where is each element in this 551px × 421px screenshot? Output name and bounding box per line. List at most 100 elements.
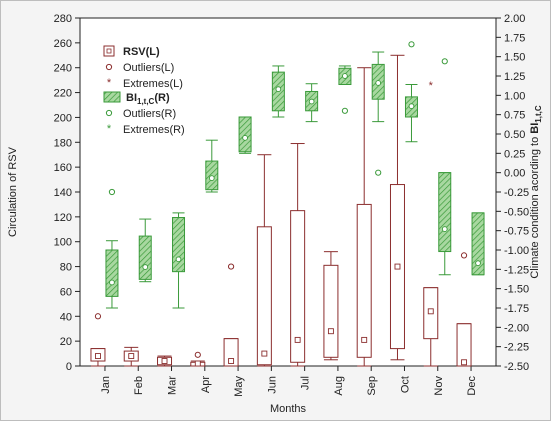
legend-extremes-r-marker: * (107, 123, 112, 135)
x-axis-title: Months (270, 403, 307, 415)
right-tick-label: 2.00 (504, 13, 525, 25)
legend-bi-subscript: 1,t,C (137, 97, 155, 106)
rsv-median-marker (427, 308, 434, 315)
bi-outlier-point (341, 107, 349, 114)
rsv-box (290, 210, 306, 363)
left-axis-title: Circulation of RSV (7, 146, 19, 237)
rsv-box (223, 338, 239, 367)
x-tick-label: Jul (300, 376, 312, 390)
legend-bi-label: BI1,t,C(R) (126, 92, 170, 106)
rsv-median-marker (161, 358, 168, 364)
bi-outlier-point (108, 188, 116, 196)
rsv-median-marker (261, 350, 268, 357)
bi-outlier-point (408, 41, 415, 48)
legend-outliers-r-label: Outliers(R) (123, 108, 176, 120)
bi-median-marker (109, 279, 115, 286)
bi-median-marker (275, 86, 282, 92)
rsv-box (256, 226, 272, 366)
left-tick-label: 20 (60, 336, 72, 348)
legend-outliers-l-marker (105, 63, 113, 71)
rsv-outlier-point (194, 351, 201, 358)
x-tick-label: Oct (399, 376, 411, 393)
right-axis-title: Climate condition acording to BI1,t,C (529, 105, 543, 278)
bi-box (172, 217, 186, 273)
left-tick-label: 100 (54, 237, 72, 249)
bi-median-marker (242, 135, 248, 141)
bi-box (438, 172, 452, 253)
x-tick-label: Sep (366, 376, 378, 396)
right-tick-label: -1.50 (504, 284, 529, 296)
bi-median-marker (375, 80, 382, 86)
rsv-median-marker (228, 358, 235, 364)
legend-extremes-r-label: Extremes(R) (123, 124, 185, 136)
bi-median-marker (208, 175, 215, 181)
legend-outliers-r-marker (105, 109, 113, 117)
bi-median-marker (342, 73, 348, 79)
legend-bi-suffix: (R) (154, 92, 170, 104)
x-tick-label: Jun (266, 376, 278, 394)
x-tick-label: Dec (466, 376, 478, 396)
bi-median-marker (308, 98, 315, 105)
bi-median-marker (175, 256, 182, 263)
left-tick-label: 200 (54, 112, 72, 124)
right-axis: -2.50 -2.25 -2.00 -1.75 -1.50 -1.25 -1.00 -0.75… (496, 13, 529, 373)
rsv-median-marker (95, 353, 101, 360)
right-tick-label: -0.50 (504, 206, 529, 218)
left-axis: 0 20 40 60 80 100 120 140 160 180 200 220 240 260 280 (54, 13, 80, 373)
rsv-median-marker (461, 359, 467, 366)
legend-outliers-l-label: Outliers(L) (123, 62, 174, 74)
x-tick-label: Jan (100, 376, 112, 394)
right-tick-label: -2.50 (504, 361, 529, 373)
bi-median-marker (408, 103, 415, 110)
rsv-outlier-point (460, 252, 468, 259)
right-tick-label: 0.75 (504, 110, 525, 122)
x-tick-label: Feb (133, 376, 145, 395)
x-axis: Jan Feb Mar Apr May Jun Jul Aug Sep Oct Nov Dec (100, 366, 478, 397)
x-tick-label: Nov (433, 376, 445, 396)
bi-median-marker (475, 260, 481, 266)
rsv-median-marker (327, 328, 334, 335)
rsv-median-marker (361, 336, 368, 343)
rsv-extreme-point: * (429, 80, 434, 92)
rsv-outlier-point (227, 263, 235, 270)
right-tick-label: 1.00 (504, 90, 525, 102)
left-tick-label: 140 (54, 187, 72, 199)
left-tick-label: 280 (54, 13, 72, 25)
rsv-median-marker (394, 263, 401, 270)
legend: RSV(L) Outliers(L) * Extremes(L) BI1,t,C… (103, 45, 185, 136)
legend-rsv-label: RSV(L) (123, 46, 160, 58)
x-tick-label: May (233, 376, 245, 397)
rsv-median-marker (194, 360, 201, 367)
x-tick-label: Aug (333, 376, 345, 396)
bi-median-marker (441, 226, 448, 232)
bi-outlier-point (375, 169, 382, 176)
x-tick-label: Mar (167, 376, 179, 395)
legend-bi-swatch (103, 91, 121, 103)
right-tick-label: -2.25 (504, 342, 529, 354)
right-axis-title-symbol: BI (529, 123, 541, 134)
bi-box (105, 249, 119, 297)
left-tick-label: 160 (54, 162, 72, 174)
left-tick-label: 240 (54, 63, 72, 75)
right-tick-label: -1.75 (504, 303, 529, 315)
right-tick-label: -0.25 (504, 187, 529, 199)
left-tick-label: 60 (60, 286, 72, 298)
rsv-median-marker (128, 353, 135, 360)
left-tick-label: 0 (66, 361, 72, 373)
bi-box (238, 116, 252, 153)
left-tick-label: 40 (60, 311, 72, 323)
bi-median-marker (142, 264, 149, 270)
right-tick-label: -1.00 (504, 245, 529, 257)
rsv-box (356, 203, 372, 358)
bi-box (138, 235, 152, 280)
left-tick-label: 260 (54, 38, 72, 50)
left-tick-label: 80 (60, 262, 72, 274)
right-tick-label: -0.75 (504, 226, 529, 238)
rsv-outlier-point (94, 313, 102, 320)
legend-extremes-l-marker: * (107, 77, 112, 89)
legend-extremes-l-label: Extremes(L) (123, 78, 183, 90)
bi-box (471, 212, 485, 276)
right-tick-label: -1.25 (504, 264, 529, 276)
